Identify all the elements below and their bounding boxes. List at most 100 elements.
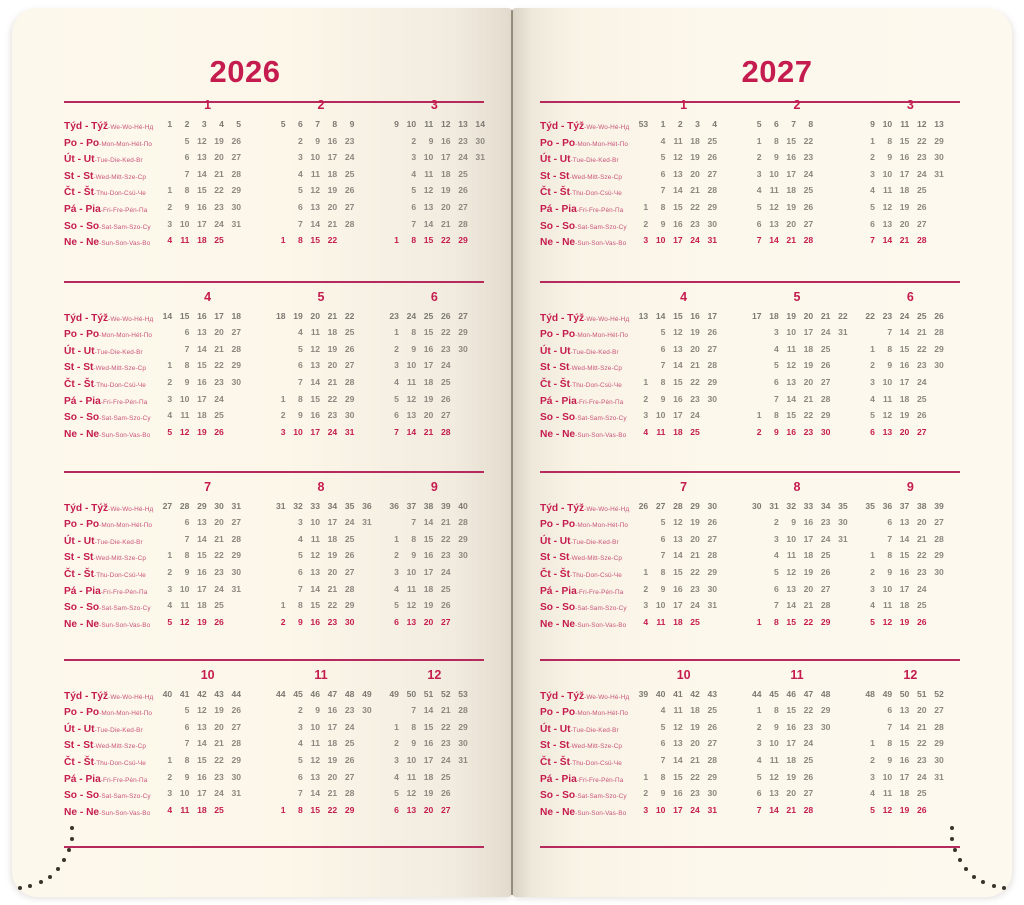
day-number-cell: 9: [184, 376, 190, 387]
day-number-cell: 10: [293, 426, 303, 437]
day-number-cell: 9: [315, 705, 320, 716]
month-day-grid: 48 49 50 51 52 6 13 20 27 7 14 21 28 1 8 15 22 29 2 9 16 23 30…: [859, 686, 962, 819]
day-number-cell: [831, 752, 848, 769]
day-number-cell: 4: [298, 168, 303, 179]
day-number-cell: 24: [803, 168, 814, 179]
day-number-cell: [355, 719, 372, 736]
week-number-cell: 23: [882, 310, 893, 321]
day-number-cell: [383, 702, 400, 719]
day-number-cell: 23: [214, 376, 224, 387]
day-number-cell: 10: [310, 517, 320, 528]
day-number-cell: 26: [917, 616, 927, 627]
day-number-cell: [452, 424, 469, 441]
day-number-cell: 1: [167, 185, 173, 196]
day-name-sat: So - So-Sat-Sam-Szo-Cy: [64, 599, 156, 616]
week-number-cell: 53: [638, 119, 649, 129]
week-number-cell: 18: [231, 310, 242, 321]
day-number-cell: 30: [838, 517, 848, 528]
day-number-cell: [831, 391, 848, 408]
week-number-cell: [242, 686, 259, 703]
day-number-cell: 8: [887, 550, 893, 561]
day-number-cell: 23: [214, 771, 224, 782]
day-number-cell: [945, 199, 962, 216]
week-number-cell: 42: [197, 688, 207, 699]
week-number-cell: 8: [808, 119, 814, 129]
quarter-block: Týd - Týž-We-Wo-Hé-Нд Po - Po-Mon-Mon-Hét…: [12, 281, 512, 442]
day-number-cell: 20: [690, 738, 700, 749]
day-number-cell: [452, 407, 469, 424]
month-number: 2: [317, 98, 325, 112]
day-number-cell: 21: [899, 235, 910, 246]
day-number-cell: [831, 341, 848, 358]
day-number-cell: 19: [690, 721, 700, 732]
day-number-cell: 1: [870, 343, 875, 354]
day-number-cell: [632, 133, 649, 150]
day-number-cell: [718, 735, 735, 752]
day-number-cell: 24: [441, 754, 451, 765]
day-number-cell: [831, 702, 848, 719]
day-number-cell: 15: [197, 360, 207, 371]
day-number-cell: [945, 514, 962, 531]
day-name-translations: -Fri-Fre-Pén-Па: [576, 588, 624, 596]
day-number-cell: 30: [707, 393, 718, 404]
day-number-cell: 28: [707, 754, 718, 765]
day-number-cell: 7: [411, 705, 417, 716]
day-number-cell: 20: [423, 804, 434, 815]
day-number-cell: 25: [917, 788, 927, 799]
day-number-cell: 3: [643, 410, 649, 421]
perforation-dot: [981, 880, 986, 885]
day-name-main: Ne - Ne: [64, 428, 100, 440]
day-number-cell: 29: [458, 327, 468, 338]
day-number-cell: 2: [870, 754, 875, 765]
week-number-cell: 17: [214, 310, 224, 321]
quarter-rule: [64, 471, 484, 473]
day-number-cell: 5: [184, 135, 190, 146]
day-number-cell: [814, 785, 831, 802]
day-number-cell: 19: [327, 550, 338, 561]
day-number-cell: [242, 341, 259, 358]
perforation-dot: [972, 874, 977, 879]
day-number-cell: 1: [280, 393, 286, 404]
day-number-cell: 28: [707, 550, 718, 561]
day-number-cell: [718, 802, 735, 819]
week-number-cell: 19: [786, 310, 796, 321]
day-number-cell: 18: [803, 343, 814, 354]
day-number-cell: [632, 531, 649, 548]
day-number-cell: 22: [214, 185, 224, 196]
month-block-5: 5 18 19 20 21 22 4 11 18 25 5 12 19 26 6 13 20 27 7 14 21 28 1…: [269, 289, 372, 443]
day-number-cell: 21: [690, 185, 700, 196]
month-day-grid: 26 27 28 29 30 5 12 19 26 6 13 20 27 7 14 21 28 1 8 15 22 29 2…: [632, 498, 735, 631]
day-name-main: Út - Ut: [64, 723, 95, 735]
day-name-main: St - St: [540, 740, 570, 752]
day-number-cell: [945, 769, 962, 786]
day-name-translations: -Wed-Mitt-Sze-Cp: [569, 173, 623, 181]
day-number-cell: 18: [899, 185, 910, 196]
day-number-cell: 2: [756, 426, 762, 437]
day-number-cell: 27: [344, 201, 355, 212]
day-number-cell: [745, 357, 762, 374]
day-number-cell: 22: [441, 721, 451, 732]
day-number-cell: 24: [820, 327, 831, 338]
day-number-cell: 18: [786, 185, 796, 196]
perforation-dot: [28, 884, 33, 889]
day-name-sun: Ne - Ne-Sun-Son-Vas-Во: [540, 234, 632, 251]
day-number-cell: 25: [441, 583, 451, 594]
day-name-sat: So - So-Sat-Sam-Szo-Cy: [540, 787, 632, 804]
day-number-cell: [632, 514, 649, 531]
week-number-cell: 46: [786, 688, 796, 699]
day-number-cell: [928, 374, 945, 391]
page-right-content: 2027 Týd - Týž-We-Wo-Hé-Нд Po - Po-Mon-Mon…: [512, 8, 1012, 897]
day-number-cell: [269, 133, 286, 150]
day-number-cell: 11: [310, 168, 320, 179]
day-name-main: So - So: [540, 220, 576, 232]
day-number-cell: 2: [167, 771, 173, 782]
day-number-cell: 27: [934, 517, 944, 528]
day-number-cell: 14: [197, 738, 207, 749]
day-number-cell: 3: [394, 754, 399, 765]
day-number-cell: [242, 424, 259, 441]
day-number-cell: [269, 702, 286, 719]
day-number-cell: [469, 182, 486, 199]
week-number-cell: 37: [406, 500, 417, 511]
day-number-cell: [383, 166, 400, 183]
day-number-cell: 28: [231, 168, 242, 179]
